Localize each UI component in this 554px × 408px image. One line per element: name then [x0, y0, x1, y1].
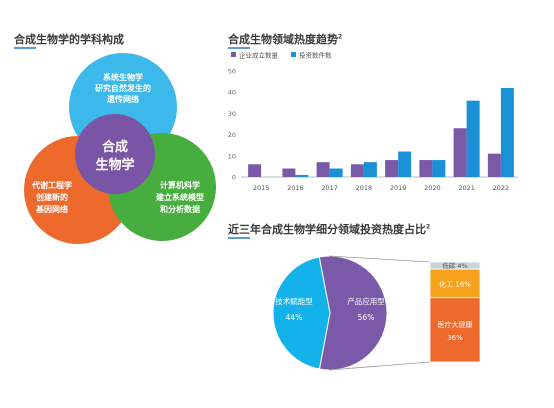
- pie-slice-tech: [272, 256, 331, 370]
- legend-label-enterprises: 企业成立数量: [239, 51, 279, 60]
- pie-slice-product: [318, 255, 388, 371]
- breakdown-label-2: 医疗大健康: [438, 320, 473, 329]
- bar-investments-2018: [363, 162, 377, 177]
- x-tick-label-2017: 2017: [321, 184, 338, 192]
- venn-right-line-1: 计算机科学: [160, 180, 200, 190]
- venn-circle-top: [69, 53, 177, 161]
- legend-swatch-investments: [291, 52, 296, 57]
- bar-enterprises-2015: [248, 164, 262, 177]
- heat-trend-title-underline: [228, 47, 250, 49]
- bar-investments-2017: [329, 168, 343, 177]
- bar-investments-2021: [466, 100, 480, 177]
- bar-investments-2016: [295, 174, 309, 177]
- venn-left-line-1: 代谢工程学: [31, 180, 72, 190]
- composition-title: 合成生物学的学科构成: [14, 33, 124, 46]
- breakdown-value-2: 36%: [447, 334, 463, 342]
- bar-enterprises-2016: [282, 168, 296, 177]
- pie-label-product: 产品应用型: [347, 296, 385, 306]
- breakdown-segment-2: [429, 297, 481, 363]
- connector-top: [328, 255, 431, 263]
- venn-center-line-1: 合成: [102, 139, 128, 155]
- x-tick-label-2015: 2015: [253, 184, 270, 192]
- x-tick-label-2021: 2021: [458, 184, 475, 192]
- bar-enterprises-2022: [487, 153, 501, 177]
- pie-value-product: 56%: [358, 313, 375, 322]
- x-axis: 2015 2016 2017 2018 2019 2020 2021 2022: [253, 184, 509, 192]
- invest-ratio-title: 近三年合成生物学细分领域投资热度占比2: [228, 223, 431, 236]
- pie-value-tech: 44%: [286, 313, 303, 322]
- legend-label-investments: 投资数件数: [299, 51, 332, 60]
- x-tick-label-2020: 2020: [424, 184, 441, 192]
- breakdown-stack: 低碳 4% 化工 16% 医疗大健康 36%: [429, 261, 481, 363]
- y-tick-label: 30: [228, 110, 236, 118]
- legend-swatch-enterprises: [231, 52, 236, 57]
- bar-legend: 企业成立数量 投资数件数: [231, 51, 332, 60]
- bar-enterprises-2020: [419, 160, 433, 177]
- venn-left-line-3: 基因网络: [35, 204, 68, 214]
- bar-investments-2022: [500, 87, 514, 177]
- y-tick-label: 0: [232, 174, 236, 182]
- pie-slices: [272, 255, 388, 371]
- x-tick-label-2022: 2022: [493, 184, 510, 192]
- venn-left-line-2: 创建新的: [35, 192, 68, 202]
- venn-right-line-3: 和分析数据: [160, 204, 200, 214]
- x-tick-label-2019: 2019: [390, 184, 407, 192]
- bar-enterprises-2019: [385, 160, 399, 177]
- bar-investments-2020: [432, 160, 446, 177]
- heat-trend-title: 合成生物领域热度趋势2: [228, 33, 343, 46]
- invest-ratio-title-underline: [228, 237, 250, 239]
- bar-investments-2019: [398, 151, 412, 177]
- venn-circle-left: [24, 136, 132, 244]
- y-tick-label: 10: [228, 152, 236, 160]
- venn-circle-right: [108, 133, 216, 241]
- venn-circle-center: [75, 114, 155, 194]
- bars: [248, 87, 514, 177]
- breakdown-segment-0: [429, 261, 481, 270]
- venn-right-line-2: 建立系统模型: [155, 192, 204, 202]
- connector-bottom: [328, 361, 431, 371]
- y-tick-label: 40: [228, 89, 236, 97]
- y-tick-label: 20: [228, 131, 236, 139]
- bar-enterprises-2021: [453, 128, 467, 177]
- venn-center-line-2: 生物学: [95, 157, 134, 173]
- breakdown-segment-1: [429, 268, 481, 299]
- venn-top-line-2: 研究自然发生的: [95, 83, 151, 93]
- breakdown-label-0: 低碳 4%: [442, 261, 467, 270]
- bar-enterprises-2018: [350, 164, 364, 177]
- composition-title-underline: [14, 47, 36, 49]
- venn-top-line-1: 系统生物学: [103, 72, 143, 82]
- bar-enterprises-2017: [316, 162, 330, 177]
- venn-top-line-3: 遗传网络: [106, 94, 139, 104]
- y-tick-label: 50: [228, 68, 236, 76]
- x-tick-label-2018: 2018: [356, 184, 373, 192]
- breakdown-label-1: 化工 16%: [439, 279, 471, 288]
- y-axis: 0 10 20 30 40 50: [228, 68, 236, 182]
- x-tick-label-2016: 2016: [287, 184, 304, 192]
- pie-label-tech: 技术赋能型: [275, 296, 313, 306]
